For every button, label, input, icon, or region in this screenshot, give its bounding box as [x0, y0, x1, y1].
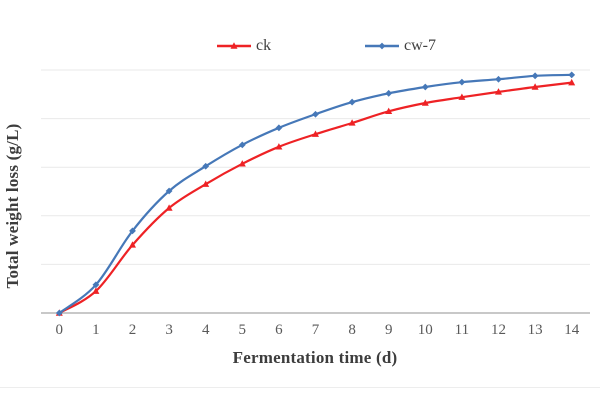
legend-item-cw-7: cw-7 [364, 36, 436, 56]
x-tick-label: 2 [129, 322, 137, 338]
x-tick-label: 11 [455, 322, 469, 338]
series-cw-7-marker [421, 83, 429, 91]
series-ck-marker [92, 287, 100, 294]
x-tick-label: 10 [418, 322, 433, 338]
x-tick-label: 8 [348, 322, 356, 338]
x-tick-label: 7 [312, 322, 320, 338]
series-cw-7-marker [495, 75, 502, 83]
series-ck-marker [458, 93, 466, 100]
series-cw-7-line [58, 73, 573, 315]
series-cw-7-marker [92, 281, 100, 289]
legend-label-ck: ck [256, 37, 272, 54]
series-cw-7-marker [129, 227, 136, 235]
series-cw-7-marker [385, 89, 393, 97]
series-ck-marker [495, 88, 502, 95]
x-axis-title: Fermentation time (d) [232, 348, 398, 367]
legend-line-marker-cw-7-icon [365, 42, 399, 50]
series-ck-marker [165, 204, 173, 211]
series-ck-marker [385, 107, 393, 115]
series-ck-marker [129, 241, 136, 248]
legend-label-cw-7: cw-7 [404, 37, 436, 54]
legend-line-marker-ck-icon [217, 42, 251, 49]
x-tick-label: 4 [202, 322, 210, 338]
bottom-border-line [0, 387, 600, 388]
series-cw-7-marker [202, 162, 210, 170]
series-ck-marker [531, 83, 539, 90]
series-cw-7-marker [312, 110, 319, 118]
series-cw-7-marker [238, 141, 246, 149]
series-cw-7-marker [165, 187, 173, 195]
x-tick-label: 9 [385, 322, 393, 338]
series-cw-7-marker [531, 72, 539, 80]
x-tick-label: 5 [239, 322, 247, 338]
series-cw-7-marker [568, 71, 576, 79]
x-tick-label: 3 [165, 322, 173, 338]
series-ck-marker [275, 143, 283, 150]
x-tick-label: 1 [92, 322, 100, 338]
series-ck-marker [421, 99, 429, 106]
series-cw-7-marker [55, 309, 63, 317]
y-axis-title: Total weight loss (g/L) [3, 123, 22, 289]
x-tick-label: 0 [56, 322, 64, 338]
x-tick-label: 13 [528, 322, 543, 338]
series-ck-marker [312, 130, 319, 137]
series-ck-marker [568, 78, 576, 86]
series-cw-7-marker [348, 98, 356, 106]
series-ck-marker [348, 119, 356, 126]
x-tick-label: 14 [564, 322, 580, 338]
x-tick-label: 6 [275, 322, 283, 338]
series-ck-marker [202, 180, 210, 187]
series-ck-marker [238, 160, 246, 167]
legend-item-ck: ck [216, 36, 271, 56]
x-tick-label: 12 [491, 322, 506, 338]
series-cw-7-marker [458, 78, 466, 86]
series-cw-7-marker [275, 124, 283, 132]
